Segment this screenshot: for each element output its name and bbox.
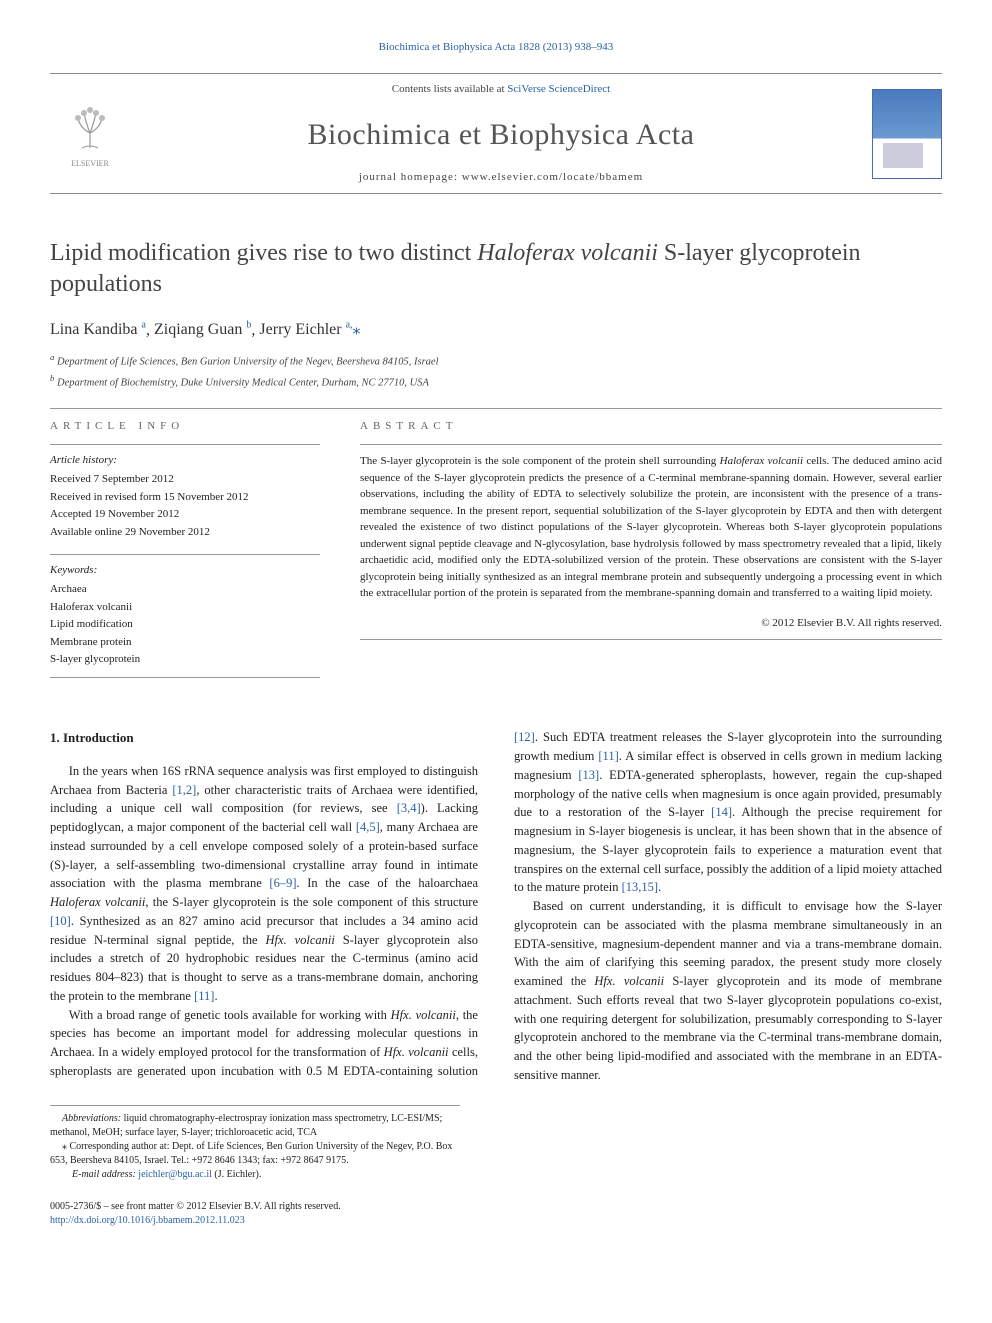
history-revised: Received in revised form 15 November 201… [50, 490, 320, 505]
affiliation-a-text: Department of Life Sciences, Ben Gurion … [57, 357, 439, 368]
affiliation-b-text: Department of Biochemistry, Duke Univers… [57, 378, 429, 389]
title-part1: Lipid modification gives rise to two dis… [50, 240, 477, 266]
section-heading-intro: 1. Introduction [50, 728, 478, 748]
abbreviations-note: Abbreviations: liquid chromatography-ele… [50, 1112, 460, 1140]
corr-text: Corresponding author at: Dept. of Life S… [50, 1141, 452, 1166]
keyword-3: Lipid modification [50, 617, 320, 632]
history-label: Article history: [50, 453, 320, 468]
publisher-name: ELSEVIER [71, 158, 109, 169]
sciencedirect-link[interactable]: SciVerse ScienceDirect [507, 83, 610, 95]
cite-13-15[interactable]: [13,15] [622, 880, 658, 894]
affiliation-b: b Department of Biochemistry, Duke Unive… [50, 372, 942, 391]
header-citation-link[interactable]: Biochimica et Biophysica Acta 1828 (2013… [379, 41, 614, 53]
abstract-heading: abstract [360, 419, 942, 434]
header-citation: Biochimica et Biophysica Acta 1828 (2013… [50, 40, 942, 55]
author-3: Jerry Eichler a,⁎ [259, 321, 360, 338]
keyword-1: Archaea [50, 582, 320, 597]
cite-14[interactable]: [14] [711, 805, 732, 819]
cite-3-4[interactable]: [3,4] [397, 801, 421, 815]
email-note: E-mail address: jeichler@bgu.ac.il (J. E… [50, 1168, 460, 1182]
author-3-name: Jerry Eichler [259, 321, 341, 338]
title-italic-species: Haloferax volcanii [477, 240, 658, 266]
author-list: Lina Kandiba a, Ziqiang Guan b, Jerry Ei… [50, 319, 942, 342]
author-3-aff: a [346, 320, 350, 331]
journal-cover-thumb [872, 89, 942, 179]
author-1-aff: a [142, 320, 146, 331]
journal-homepage: journal homepage: www.elsevier.com/locat… [130, 170, 872, 185]
author-2-aff: b [246, 320, 251, 331]
corresponding-author-note: ⁎ Corresponding author at: Dept. of Life… [50, 1140, 460, 1168]
title-rule [50, 408, 942, 409]
affiliation-a-marker: a [50, 352, 54, 362]
history-online: Available online 29 November 2012 [50, 525, 320, 540]
email-label: E-mail address: [72, 1169, 138, 1180]
cite-1-2[interactable]: [1,2] [172, 783, 196, 797]
history-received: Received 7 September 2012 [50, 472, 320, 487]
article-title: Lipid modification gives rise to two dis… [50, 238, 942, 300]
publisher-logo: ELSEVIER [50, 89, 130, 179]
keyword-4: Membrane protein [50, 635, 320, 650]
corresponding-email-link[interactable]: jeichler@bgu.ac.il [138, 1169, 212, 1180]
abbrev-label: Abbreviations: [62, 1113, 121, 1124]
footnotes: Abbreviations: liquid chromatography-ele… [50, 1105, 460, 1182]
article-history: Article history: Received 7 September 20… [50, 444, 320, 540]
intro-para-3: Based on current understanding, it is di… [514, 897, 942, 1085]
journal-name: Biochimica et Biophysica Acta [130, 114, 872, 156]
masthead: ELSEVIER Contents lists available at Sci… [50, 73, 942, 194]
doi-link[interactable]: http://dx.doi.org/10.1016/j.bbamem.2012.… [50, 1215, 245, 1226]
elsevier-tree-icon [60, 98, 120, 158]
cite-6-9[interactable]: [6–9] [269, 876, 296, 890]
abstract-body: The S-layer glycoprotein is the sole com… [360, 444, 942, 602]
cite-4-5[interactable]: [4,5] [356, 820, 380, 834]
front-matter-line: 0005-2736/$ – see front matter © 2012 El… [50, 1200, 341, 1214]
cite-11b[interactable]: [11] [598, 749, 618, 763]
abstract-column: abstract The S-layer glycoprotein is the… [360, 419, 942, 679]
abstract-part1: The S-layer glycoprotein is the sole com… [360, 455, 720, 467]
contents-line: Contents lists available at SciVerse Sci… [130, 82, 872, 97]
abstract-part2: cells. The deduced amino acid sequence o… [360, 455, 942, 599]
body-columns: 1. Introduction In the years when 16S rR… [50, 728, 942, 1084]
keywords-label: Keywords: [50, 563, 320, 578]
article-info-column: article info Article history: Received 7… [50, 419, 320, 679]
keyword-2: Haloferax volcanii [50, 600, 320, 615]
keywords-block: Keywords: Archaea Haloferax volcanii Lip… [50, 554, 320, 678]
article-info-heading: article info [50, 419, 320, 434]
cite-10[interactable]: [10] [50, 914, 71, 928]
cite-13[interactable]: [13] [578, 768, 599, 782]
keyword-5: S-layer glycoprotein [50, 652, 320, 667]
affiliation-a: a Department of Life Sciences, Ben Gurio… [50, 351, 942, 370]
affiliations: a Department of Life Sciences, Ben Gurio… [50, 351, 942, 391]
email-suffix: (J. Eichler). [212, 1169, 261, 1180]
author-1-name: Lina Kandiba [50, 321, 138, 338]
abstract-species: Haloferax volcanii [720, 455, 803, 467]
cite-11[interactable]: [11] [194, 989, 214, 1003]
contents-prefix: Contents lists available at [392, 83, 507, 95]
intro-para-1: In the years when 16S rRNA sequence anal… [50, 762, 478, 1006]
corresponding-star-icon: ⁎ [353, 321, 361, 338]
affiliation-b-marker: b [50, 373, 54, 383]
author-2: Ziqiang Guan b [154, 321, 251, 338]
author-1: Lina Kandiba a [50, 321, 146, 338]
keyword-2-text: Haloferax volcanii [50, 601, 132, 613]
abstract-copyright: © 2012 Elsevier B.V. All rights reserved… [360, 616, 942, 640]
author-2-name: Ziqiang Guan [154, 321, 242, 338]
page-footer: 0005-2736/$ – see front matter © 2012 El… [50, 1200, 942, 1228]
history-accepted: Accepted 19 November 2012 [50, 507, 320, 522]
cite-12[interactable]: [12] [514, 730, 535, 744]
